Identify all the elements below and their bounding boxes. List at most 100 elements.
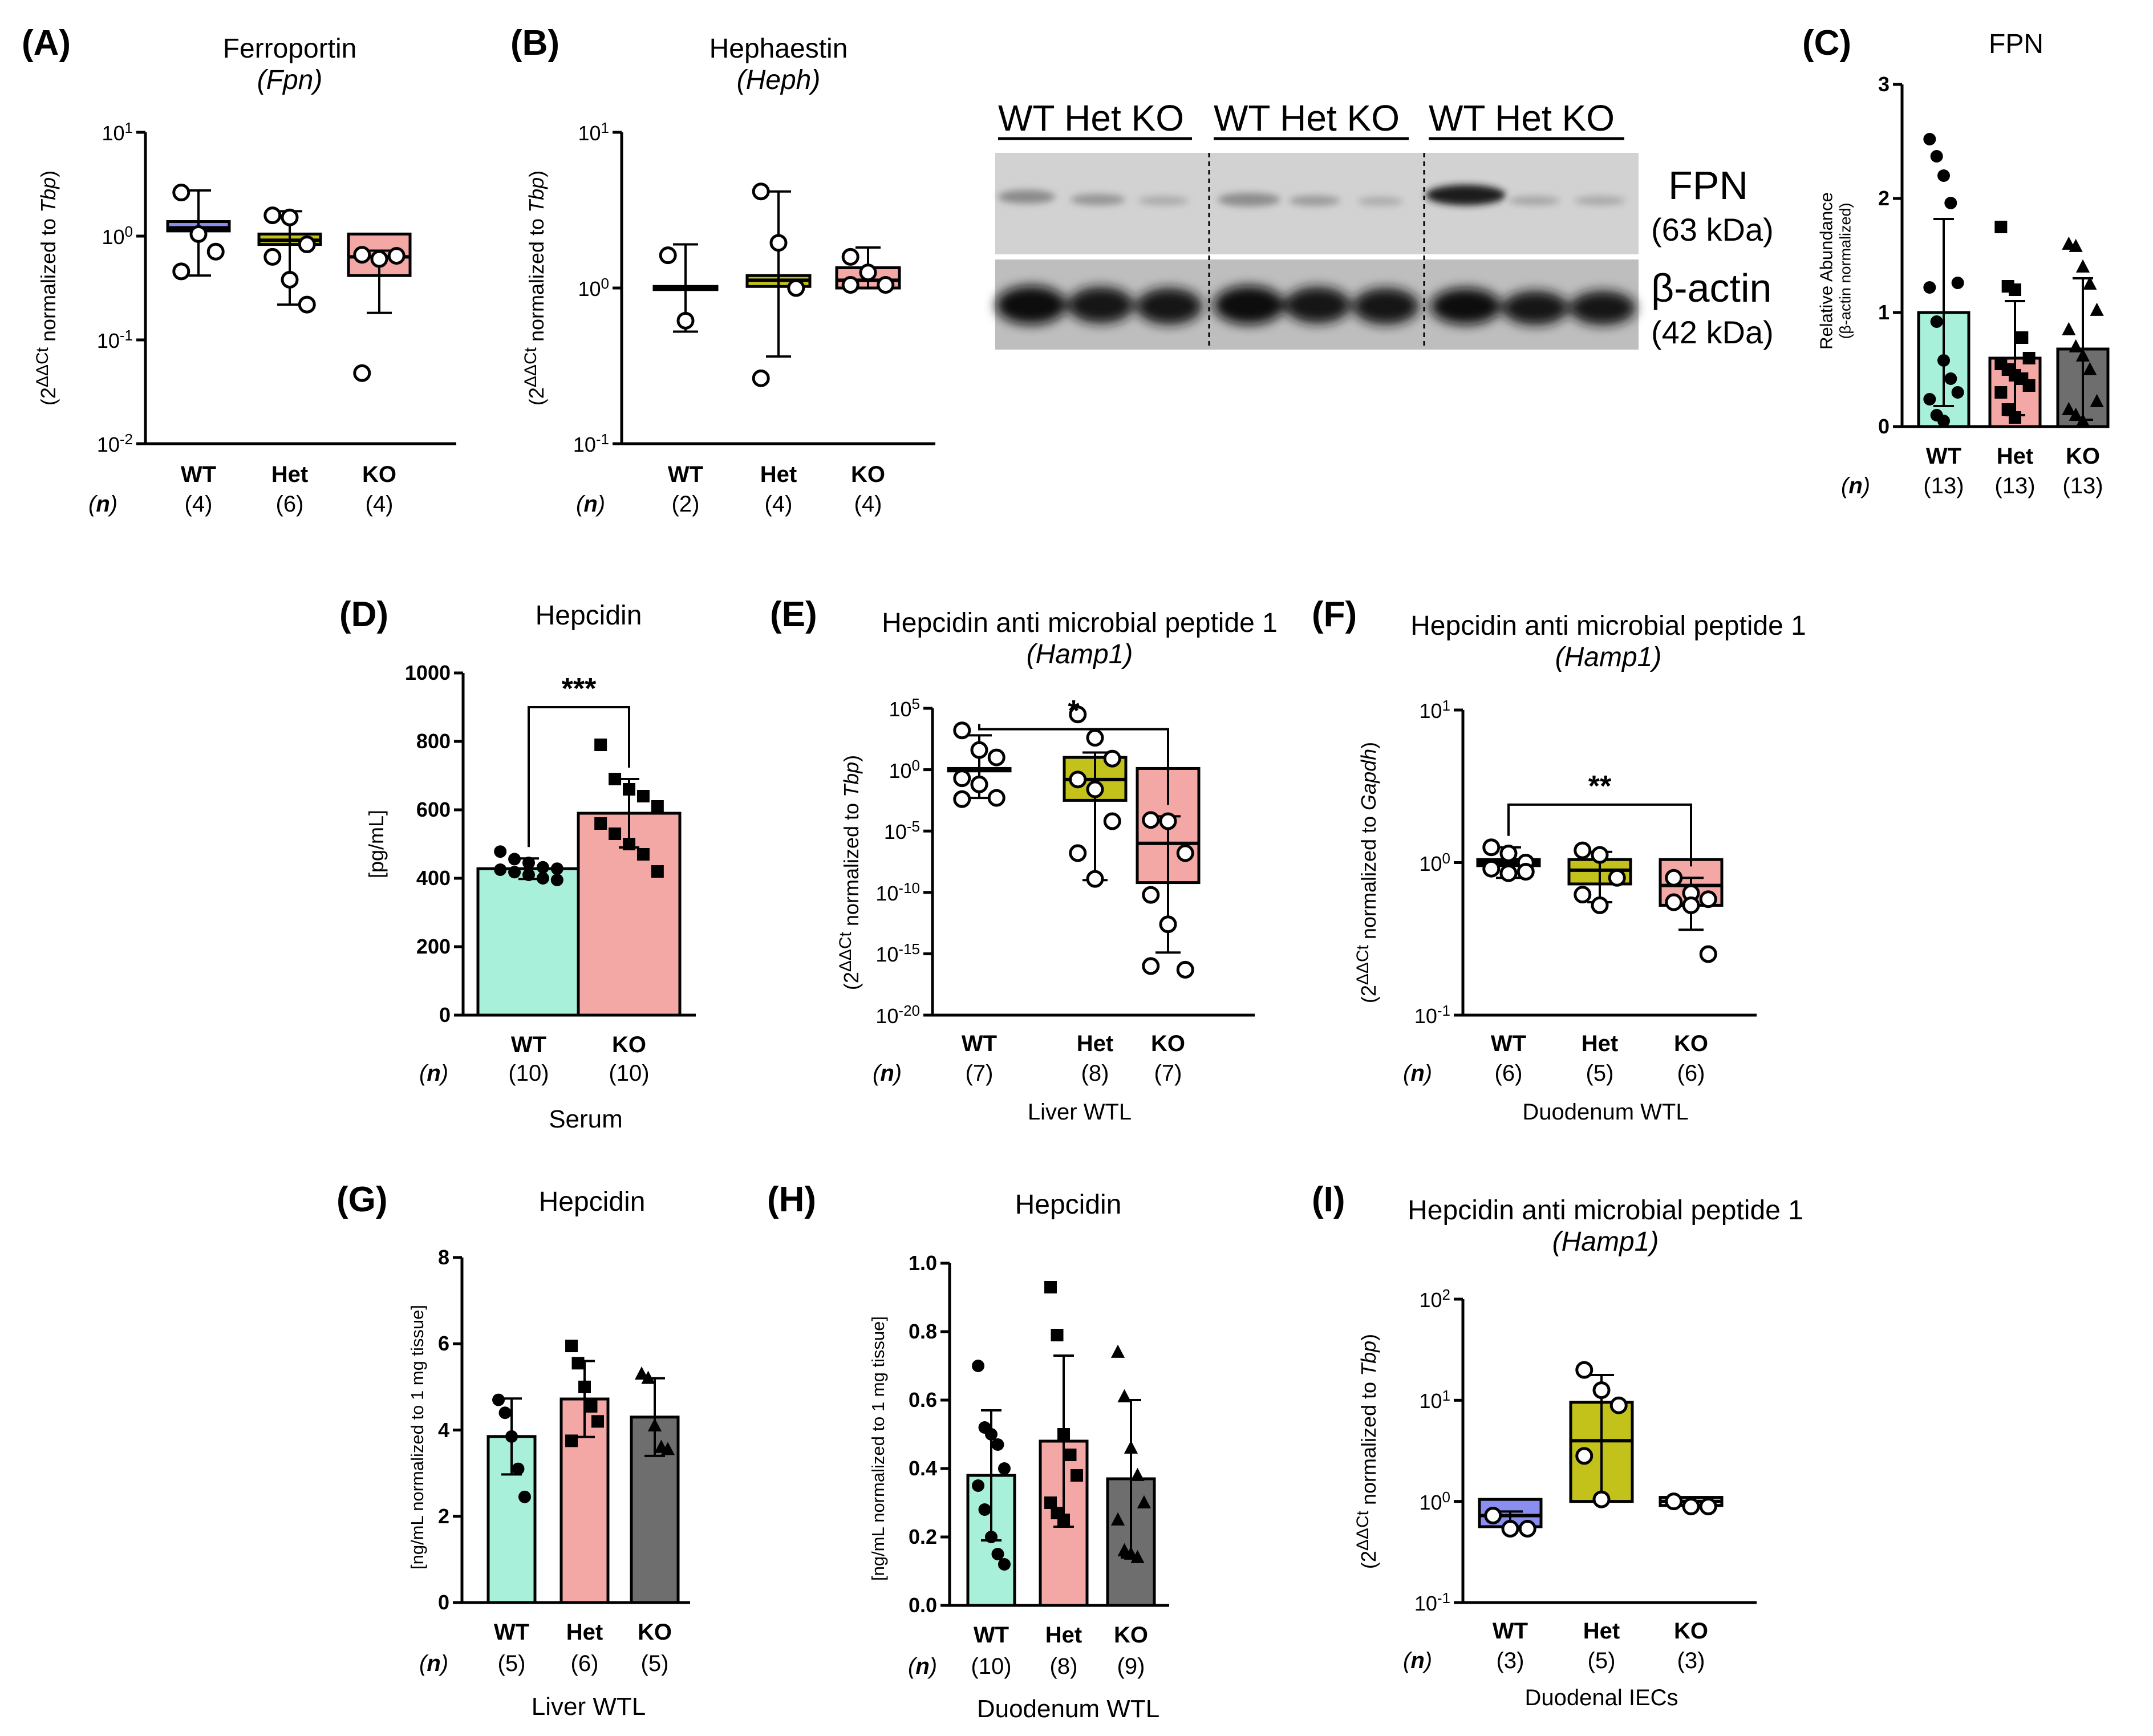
panel-b-n-label: (2) (671, 492, 700, 517)
panel-g-ytick-label: 0 (437, 1591, 449, 1614)
panel-b-title-gene: (Heph) (736, 65, 821, 95)
panel-b-gene: Heph (745, 65, 812, 95)
panel-f-title-main: Hepcidin anti microbial peptide 1 (1410, 611, 1806, 641)
panel-e-ytick-label: 10-10 (875, 879, 920, 905)
panel-c-data-point (2069, 407, 2083, 421)
panel-g-series-ko (630, 1366, 680, 1604)
panel-c-data-point (2022, 379, 2036, 392)
panel-c-n-label: (13) (1923, 473, 1964, 498)
panel-d-ytick-label: 200 (416, 935, 451, 958)
panel-d-title: Hepcidin (535, 601, 642, 631)
panel-b-n-label: (4) (764, 492, 793, 517)
panel-i-title-gene: (Hamp1) (1552, 1227, 1659, 1257)
panel-f-data-point (1699, 890, 1717, 908)
panel-b-data-point (841, 248, 859, 266)
panel-e-title: Hepcidin anti microbial peptide 1 (Hamp1… (882, 607, 1278, 670)
panel-c-data-point (2062, 322, 2076, 335)
blot-lane-group-2: WT Het KO (1214, 98, 1400, 139)
panel-e-data-point (1159, 812, 1177, 830)
panel-e-data-point (1086, 729, 1104, 747)
panel-e-data-point (1142, 811, 1160, 829)
panel-i-category-label: KO (1674, 1619, 1708, 1644)
panel-e-ytick-label: 100 (889, 756, 920, 782)
panel-c-series-het (1988, 221, 2042, 428)
panel-f-significance-bracket (1507, 803, 1692, 867)
panel-a-data-point (263, 206, 282, 225)
panel-b-data-point (752, 369, 770, 387)
panel-e-ytick-label: 10-5 (883, 818, 920, 844)
panel-f-label: (F) (1312, 595, 1357, 634)
panel-f-ytick-label: 10-1 (1414, 1002, 1450, 1028)
panel-h-data-point (998, 1558, 1011, 1571)
panel-d-data-point (550, 862, 563, 875)
panel-c-data-point (1930, 315, 1943, 328)
panel-d-data-point (594, 739, 607, 751)
panel-d-n-label: (10) (609, 1061, 650, 1086)
panel-i-category-label: WT (1492, 1619, 1528, 1644)
panel-h-data-point (1130, 1550, 1145, 1563)
panel-i-ytick-label: 101 (1419, 1387, 1450, 1413)
panel-c-data-point (2069, 238, 2083, 252)
actin-band (1353, 288, 1419, 325)
fpn-band (998, 190, 1055, 204)
panel-h-data-point (1057, 1428, 1070, 1441)
actin-band (996, 286, 1067, 325)
panel-c-data-point (1951, 277, 1964, 289)
panel-h-data-point (1057, 1514, 1070, 1526)
panel-h-data-point (998, 1462, 1011, 1475)
panel-e-data-point (953, 769, 971, 788)
panel-h-data-point (978, 1503, 991, 1516)
panel-g-title: Hepcidin (538, 1187, 646, 1217)
panel-g-data-point (634, 1366, 649, 1380)
panel-b-series-ko (835, 246, 901, 294)
panel-e-title-main: Hepcidin anti microbial peptide 1 (882, 608, 1278, 638)
panel-d-data-point (550, 874, 563, 886)
fpn-band (1218, 193, 1280, 206)
panel-d-data-point (651, 865, 664, 878)
panel-e-gene: Hamp1 (1035, 639, 1124, 670)
panel-f-n-label: (5) (1586, 1061, 1614, 1086)
panel-c-data-point (2083, 362, 2097, 375)
panel-a-data-point (353, 246, 371, 264)
panel-e-data-point (1176, 960, 1194, 979)
blot-fpn-label: FPN (1668, 163, 1748, 208)
blot-actin-size: (42 kDa) (1651, 314, 1774, 350)
panel-e-data-point (1069, 844, 1087, 862)
panel-h-n-label: (8) (1049, 1654, 1078, 1679)
fpn-band (1509, 196, 1560, 205)
panel-d-series-ko (577, 739, 682, 1017)
panel-c-series-ko (2056, 236, 2110, 428)
panel-c-data-point (2009, 411, 2021, 424)
panel-h-data-point (1137, 1495, 1151, 1508)
panel-b-label: (B) (510, 23, 560, 63)
panel-c-data-point (2090, 302, 2104, 316)
panel-a-data-point (298, 236, 316, 254)
panel-f-data-point (1499, 844, 1518, 862)
panel-c-category-label: WT (1925, 444, 1962, 469)
panel-c-n-key: (n) (1841, 473, 1871, 498)
panel-c-ytick-label: 2 (1878, 186, 1890, 210)
actin-band (1570, 291, 1636, 325)
panel-g-category-label: KO (638, 1620, 672, 1645)
panel-f-data-point (1499, 864, 1518, 882)
panel-d-n-key: (n) (419, 1061, 449, 1086)
panel-h-n-key: (n) (908, 1654, 938, 1679)
panel-h-data-point (1110, 1344, 1125, 1358)
panel-i-title-main: Hepcidin anti microbial peptide 1 (1408, 1195, 1803, 1226)
panel-c-ytick-label: 3 (1878, 72, 1890, 96)
panel-e-ytick-label: 10-15 (875, 940, 920, 967)
panel-f-data-point (1591, 896, 1609, 914)
paren-close: ) (313, 65, 323, 95)
panel-b-data-point (877, 276, 895, 294)
panel-d-significance-bracket (528, 706, 630, 847)
panel-f-data-point (1665, 869, 1683, 887)
panel-g-data-point (585, 1400, 598, 1413)
panel-a-data-point (172, 262, 190, 281)
panel-f-series-het (1567, 841, 1632, 914)
panel-f-data-point (1591, 846, 1609, 864)
panel-e-data-point (970, 741, 988, 759)
panel-b-data-point (752, 182, 770, 201)
panel-h-series-wt (966, 1360, 1016, 1607)
panel-i-gene: Hamp1 (1561, 1227, 1650, 1257)
